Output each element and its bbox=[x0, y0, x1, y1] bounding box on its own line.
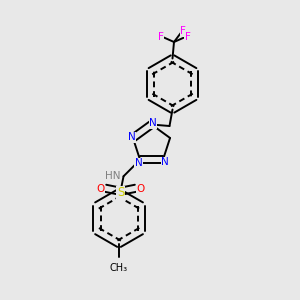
Text: S: S bbox=[117, 186, 124, 199]
Text: N: N bbox=[161, 157, 169, 167]
Text: F: F bbox=[180, 26, 186, 36]
Text: F: F bbox=[158, 32, 164, 42]
Text: N: N bbox=[149, 118, 157, 128]
Text: N: N bbox=[135, 158, 142, 168]
Text: O: O bbox=[96, 184, 104, 194]
Text: N: N bbox=[128, 133, 135, 142]
Text: CH₃: CH₃ bbox=[110, 263, 128, 273]
Text: O: O bbox=[137, 184, 145, 194]
Text: HN: HN bbox=[105, 171, 121, 182]
Text: F: F bbox=[184, 32, 190, 42]
